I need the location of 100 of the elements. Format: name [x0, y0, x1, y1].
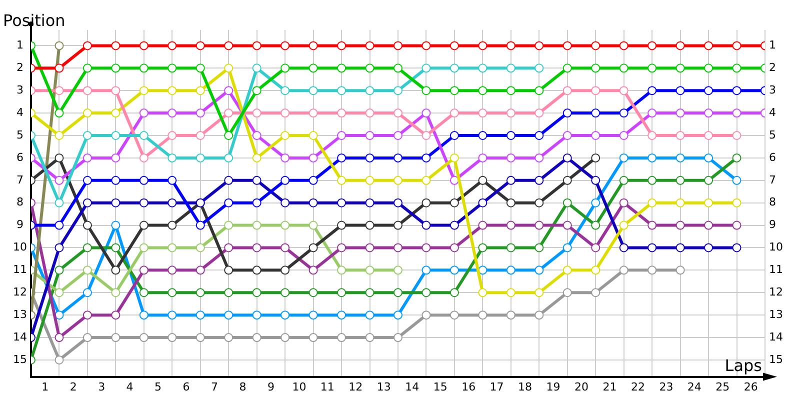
point — [224, 266, 234, 275]
point — [139, 86, 148, 96]
point — [54, 266, 64, 275]
point — [280, 176, 290, 185]
point — [365, 153, 374, 162]
point — [562, 266, 572, 275]
point — [139, 220, 148, 230]
point — [196, 153, 205, 162]
point — [111, 41, 120, 50]
point — [422, 266, 431, 275]
point — [139, 198, 148, 208]
point — [676, 220, 685, 230]
point — [139, 131, 148, 140]
point — [648, 108, 657, 118]
point — [619, 131, 628, 140]
point — [478, 108, 488, 118]
y2-tick-label: 11 — [769, 263, 783, 276]
point — [224, 333, 234, 342]
point — [337, 153, 346, 162]
point — [252, 266, 262, 275]
point — [308, 266, 318, 275]
point — [534, 176, 544, 185]
y2-tick-label: 10 — [769, 240, 783, 254]
point — [648, 176, 657, 185]
point — [337, 41, 346, 50]
point — [365, 41, 374, 50]
point — [732, 41, 742, 50]
x-tick-label: 2 — [70, 380, 77, 394]
point — [534, 64, 544, 73]
point — [252, 41, 262, 50]
point — [562, 108, 572, 118]
point — [619, 198, 628, 208]
point — [394, 288, 402, 298]
point — [280, 108, 290, 118]
y-tick-label: 1 — [16, 38, 24, 52]
y-tick-label: 5 — [16, 128, 24, 142]
point — [394, 243, 402, 252]
point — [450, 108, 459, 118]
x-tick-label: 17 — [490, 380, 504, 394]
y2-tick-label: 1 — [769, 38, 776, 52]
y-tick-label: 8 — [16, 196, 24, 209]
point — [365, 243, 374, 252]
point — [591, 220, 600, 230]
point — [54, 108, 64, 118]
point — [139, 266, 148, 275]
point — [704, 108, 714, 118]
point — [591, 131, 600, 140]
point — [478, 41, 488, 50]
point — [562, 86, 572, 96]
point — [139, 153, 148, 162]
point — [422, 86, 431, 96]
point — [139, 310, 148, 320]
point — [591, 64, 600, 73]
point — [506, 176, 516, 185]
y2-tick-label: 14 — [769, 330, 783, 344]
point — [252, 153, 262, 162]
point — [111, 220, 120, 230]
point — [394, 220, 402, 230]
point — [224, 41, 234, 50]
point — [337, 198, 346, 208]
x-tick-label: 23 — [659, 380, 674, 394]
point — [168, 153, 177, 162]
point — [224, 243, 234, 252]
point — [676, 41, 685, 50]
point — [732, 131, 742, 140]
point — [82, 310, 92, 320]
point — [337, 176, 346, 185]
point — [676, 243, 685, 252]
y-tick-label: 11 — [13, 263, 27, 276]
point — [506, 243, 516, 252]
x-tick-label: 11 — [320, 380, 334, 394]
point — [450, 131, 459, 140]
point — [54, 131, 64, 140]
point — [676, 108, 685, 118]
point — [168, 176, 177, 185]
point — [168, 41, 177, 50]
point — [280, 310, 290, 320]
point — [280, 153, 290, 162]
point — [562, 64, 572, 73]
x-tick-label: 3 — [98, 380, 106, 394]
point — [168, 131, 177, 140]
point — [619, 243, 628, 252]
point — [111, 243, 120, 252]
point — [365, 108, 374, 118]
point — [111, 333, 120, 342]
point — [506, 131, 516, 140]
point — [534, 266, 544, 275]
point — [648, 64, 657, 73]
point — [365, 310, 374, 320]
point — [534, 310, 544, 320]
point — [422, 153, 431, 162]
point — [280, 266, 290, 275]
point — [82, 153, 92, 162]
point — [82, 176, 92, 185]
y2-tick-label: 13 — [769, 308, 783, 321]
point — [591, 41, 600, 50]
point — [337, 131, 346, 140]
point — [394, 310, 402, 320]
point — [337, 243, 346, 252]
point — [280, 64, 290, 73]
